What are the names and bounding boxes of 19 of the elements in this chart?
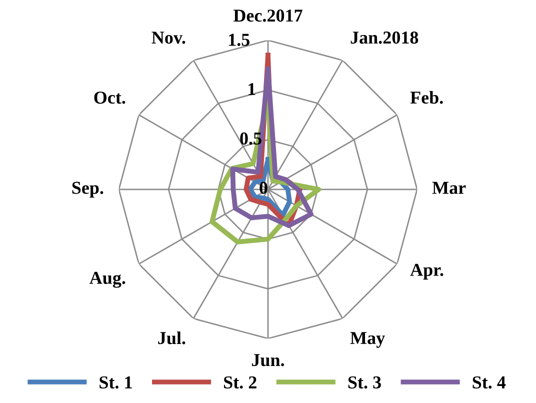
y-tick-label: 1 xyxy=(248,83,256,96)
spoke-label: Dec.2017 xyxy=(233,10,302,22)
spoke-label: Jun. xyxy=(252,354,284,366)
legend-label: St. 1 xyxy=(100,376,132,389)
spoke-label: Mar xyxy=(432,182,466,194)
y-tick-label: 0 xyxy=(260,182,268,194)
legend-label: St. 4 xyxy=(472,376,506,389)
spoke-label: Oct. xyxy=(94,92,126,104)
spoke-label: May xyxy=(350,332,385,348)
legend-label: St. 3 xyxy=(348,376,381,389)
y-tick-label: 1.5 xyxy=(229,34,250,46)
spoke-label: Jul. xyxy=(158,331,186,344)
legend-label: St. 2 xyxy=(224,376,256,389)
spoke-label: Apr. xyxy=(410,264,444,280)
spoke-label: Sep. xyxy=(72,182,104,198)
spoke-label: Nov. xyxy=(152,32,186,44)
spoke-label: Feb. xyxy=(410,91,443,104)
spoke-label: Aug. xyxy=(90,272,126,288)
spoke-label: Jan.2018 xyxy=(350,32,418,44)
